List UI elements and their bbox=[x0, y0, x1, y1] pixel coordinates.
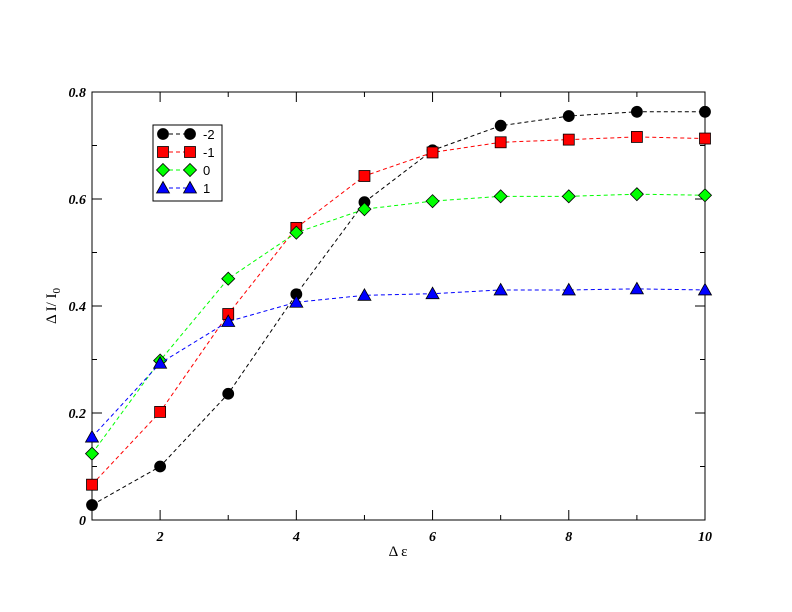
data-point bbox=[697, 188, 713, 203]
data-point bbox=[221, 271, 236, 286]
y-tick-label: 0 bbox=[79, 514, 86, 529]
data-point bbox=[630, 131, 643, 143]
series--2 bbox=[86, 105, 711, 511]
x-tick-label: 10 bbox=[698, 530, 712, 545]
y-tick-label: 0.4 bbox=[69, 300, 87, 315]
legend-label: -2 bbox=[203, 127, 215, 142]
data-point bbox=[222, 387, 235, 400]
legend-label: 0 bbox=[203, 163, 210, 178]
x-tick-label: 4 bbox=[292, 530, 300, 545]
series-line bbox=[91, 288, 706, 438]
legend-entry: 1 bbox=[155, 180, 210, 196]
data-point bbox=[630, 105, 643, 118]
y-tick-label: 0.2 bbox=[69, 407, 87, 422]
data-point bbox=[154, 406, 167, 418]
series-layer bbox=[84, 105, 713, 511]
legend-marker bbox=[155, 180, 171, 194]
data-point bbox=[697, 282, 713, 296]
y-axis-title-subscript: 0 bbox=[51, 288, 63, 294]
x-tick-label: 2 bbox=[156, 530, 164, 545]
legend-entry: -1 bbox=[157, 145, 215, 160]
axis-ticks bbox=[91, 91, 706, 521]
y-tick-label: 0.8 bbox=[69, 86, 87, 101]
data-point bbox=[629, 187, 644, 202]
series--1 bbox=[86, 131, 711, 491]
data-point bbox=[494, 119, 507, 132]
y-tick-label: 0.6 bbox=[69, 193, 87, 208]
series-line bbox=[91, 193, 706, 454]
data-point bbox=[561, 189, 576, 204]
data-point bbox=[699, 132, 711, 145]
data-point bbox=[426, 146, 439, 159]
legend-marker bbox=[184, 128, 196, 140]
data-point bbox=[425, 286, 440, 300]
data-point bbox=[154, 460, 167, 473]
legend-marker bbox=[182, 180, 198, 194]
data-point bbox=[699, 105, 711, 118]
legend-marker bbox=[157, 128, 169, 140]
y-axis-title-main: Δ I/ I bbox=[44, 294, 60, 324]
data-point bbox=[425, 194, 440, 209]
legend-marker bbox=[182, 162, 198, 178]
series-1 bbox=[84, 281, 713, 443]
legend-label: -1 bbox=[203, 145, 215, 160]
data-point bbox=[357, 202, 372, 217]
data-point bbox=[221, 314, 236, 327]
series-line bbox=[91, 136, 706, 486]
series-line bbox=[91, 111, 705, 506]
data-point bbox=[86, 499, 98, 511]
data-point bbox=[561, 282, 576, 296]
data-point bbox=[494, 136, 507, 149]
legend-entry: -2 bbox=[157, 127, 215, 142]
data-point bbox=[562, 133, 575, 146]
data-point bbox=[358, 170, 371, 182]
data-point bbox=[86, 478, 98, 491]
x-axis-title: Δ ε bbox=[389, 544, 408, 560]
data-point bbox=[357, 287, 372, 301]
data-point bbox=[152, 355, 168, 369]
data-point bbox=[84, 446, 100, 461]
legend-entry: 0 bbox=[155, 162, 210, 178]
legend: -2 -1 0 1 bbox=[152, 124, 223, 202]
data-point bbox=[289, 225, 304, 240]
legend-label: 1 bbox=[203, 181, 210, 196]
series-0 bbox=[84, 187, 713, 461]
data-point bbox=[493, 189, 508, 204]
data-point bbox=[289, 294, 304, 308]
legend-marker bbox=[184, 146, 196, 158]
y-axis-title: Δ I/ I0 bbox=[44, 288, 63, 324]
x-tick-label: 8 bbox=[565, 530, 572, 545]
data-point bbox=[562, 110, 575, 122]
data-point bbox=[84, 429, 100, 443]
x-tick-label: 6 bbox=[429, 530, 436, 545]
data-point bbox=[629, 281, 645, 295]
legend-marker bbox=[157, 146, 169, 158]
data-point bbox=[493, 282, 508, 296]
legend-marker bbox=[155, 162, 171, 178]
